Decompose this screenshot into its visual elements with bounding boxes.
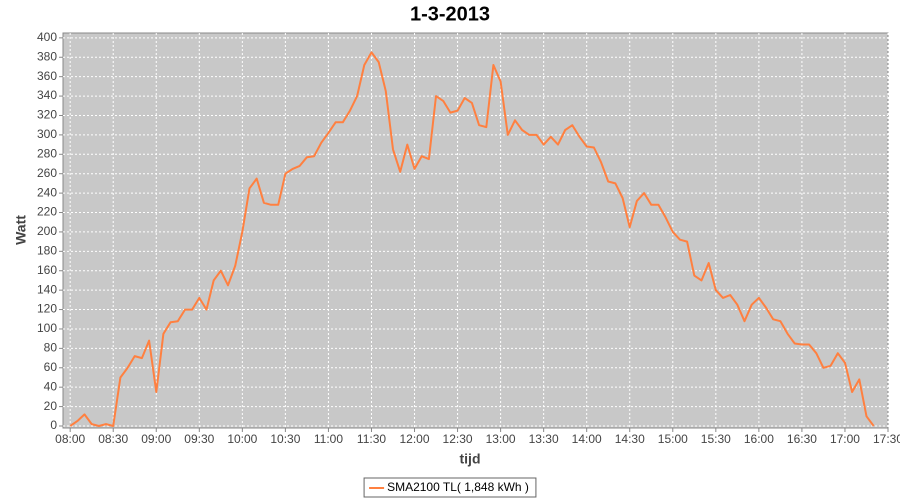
x-tick-label: 10:00: [227, 432, 257, 446]
plot-area: [62, 32, 889, 429]
y-tick-label: 380: [37, 49, 57, 63]
x-tick-label: 08:00: [55, 432, 85, 446]
x-tick-label: 13:00: [486, 432, 516, 446]
x-axis-label: tijd: [460, 451, 481, 467]
y-tick-label: 220: [37, 205, 57, 219]
x-tick-label: 16:30: [787, 432, 817, 446]
legend-box: [363, 477, 537, 498]
y-tick-label: 100: [37, 321, 57, 335]
y-tick-label: 360: [37, 69, 57, 83]
x-tick-label: 08:30: [98, 432, 128, 446]
y-tick-label: 400: [37, 30, 57, 44]
x-tick-label: 14:00: [572, 432, 602, 446]
legend-label: SMA2100 TL( 1,848 kWh ): [387, 480, 529, 494]
x-tick-label: 12:00: [400, 432, 430, 446]
y-tick-label: 180: [37, 244, 57, 258]
x-tick-label: 09:00: [141, 432, 171, 446]
x-tick-label: 11:30: [357, 432, 386, 446]
x-tick-label: 09:30: [184, 432, 214, 446]
y-tick-label: 120: [37, 302, 57, 316]
x-tick-label: 12:30: [443, 432, 473, 446]
x-tick-label: 17:30: [873, 432, 900, 446]
x-tick-label: 10:30: [270, 432, 300, 446]
x-tick-label: 11:00: [314, 432, 343, 446]
y-tick-label: 40: [44, 379, 58, 393]
chart-title: 1-3-2013: [410, 3, 490, 25]
y-tick-label: 160: [37, 263, 57, 277]
x-tick-label: 16:00: [744, 432, 774, 446]
y-tick-label: 60: [44, 360, 58, 374]
y-tick-label: 340: [37, 88, 57, 102]
y-tick-label: 20: [44, 399, 58, 413]
y-tick-label: 300: [37, 127, 57, 141]
legend: SMA2100 TL( 1,848 kWh ): [363, 477, 537, 498]
x-tick-label: 14:30: [615, 432, 645, 446]
x-tick-label: 15:00: [658, 432, 688, 446]
y-axis-label: Watt: [13, 215, 29, 245]
y-tick-label: 320: [37, 108, 57, 122]
y-tick-label: 140: [37, 282, 57, 296]
y-tick-label: 0: [50, 418, 57, 432]
x-tick-label: 15:30: [701, 432, 731, 446]
y-tick-label: 240: [37, 185, 57, 199]
y-tick-label: 280: [37, 146, 57, 160]
x-tick-label: 17:00: [830, 432, 860, 446]
x-tick-label: 13:30: [529, 432, 559, 446]
y-tick-label: 200: [37, 224, 57, 238]
y-tick-label: 80: [44, 341, 58, 355]
y-tick-label: 260: [37, 166, 57, 180]
data-line: [69, 51, 875, 427]
